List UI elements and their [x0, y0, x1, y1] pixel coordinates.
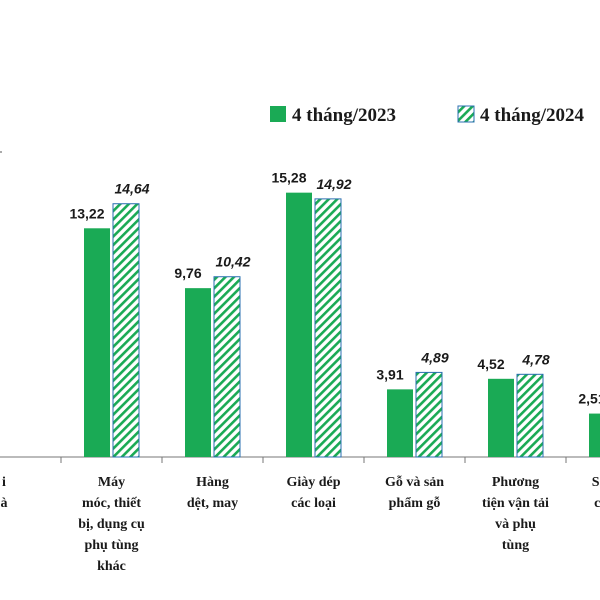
category-label: Hàng dệt, may [187, 475, 238, 511]
value-label-2024: 14,92 [316, 176, 351, 192]
bar-2024 [516, 373, 544, 458]
value-label-2024: 10,42 [215, 254, 250, 270]
bar-2024 [415, 371, 443, 458]
bars [84, 192, 600, 458]
category-label: Phương tiện vận tải và phụ tùng [482, 475, 549, 553]
bar-2023 [387, 389, 413, 457]
value-label-2024: 14,64 [114, 181, 149, 197]
bar-2024 [314, 198, 342, 458]
value-label-2024: 4,78 [521, 351, 549, 367]
legend-label-2024: 4 tháng/2024 [480, 105, 584, 126]
bar-2023 [488, 378, 514, 457]
bar-2023 [589, 413, 600, 457]
legend-swatch-2023 [270, 106, 286, 122]
bar-2024 [213, 276, 241, 458]
value-labels: 13,22 14,64 9,76 10,42 15,28 14,92 3,91 4,89 4,5… [69, 170, 600, 407]
legend-swatch-2024 [457, 105, 475, 123]
x-axis-ticks [60, 457, 567, 463]
category-label: Sắt thépcác loại [592, 475, 600, 511]
category-label: Máy móc, thiết bị, dụng cụ phụ tùng khác [78, 475, 145, 574]
value-label-2023: 15,28 [271, 170, 306, 186]
value-label-2024: 4,89 [420, 349, 448, 365]
bar-2023 [185, 288, 211, 457]
category-label: Gỗ và sản phẩm gỗ [385, 474, 444, 511]
bar-2024 [112, 203, 140, 458]
value-label-2023: 2,51 [578, 391, 600, 407]
chart-legend: 4 tháng/2023 4 tháng/2024 [270, 105, 584, 126]
value-label-2023: 13,22 [69, 205, 104, 221]
bar-2023 [286, 192, 312, 457]
value-label-2023: 9,76 [174, 265, 201, 281]
category-labels: i à Máy móc, thiết bị, dụng cụ phụ tùng khác Hà… [1, 474, 600, 574]
value-label-2023: 3,91 [376, 366, 403, 382]
category-label: Giày dép các loại [286, 475, 340, 511]
value-label-2023: 4,52 [477, 356, 504, 372]
bar-2023 [84, 228, 110, 457]
legend-label-2023: 4 tháng/2023 [292, 105, 396, 126]
